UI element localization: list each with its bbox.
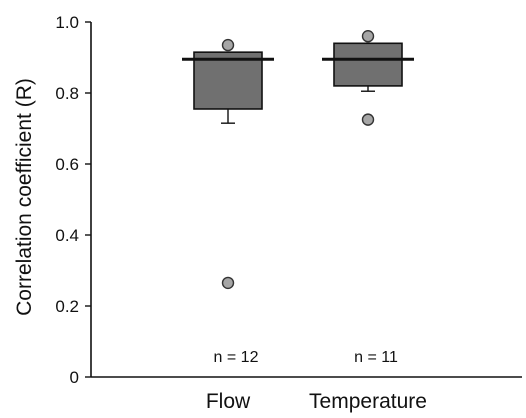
box [193, 51, 263, 110]
y-axis-label: Correlation coefficient (R) [13, 78, 36, 316]
outlier-point [221, 38, 235, 52]
labels: n = 12 Flow n = 11 Temperature [206, 349, 427, 413]
x-category-label: Temperature [309, 390, 427, 413]
y-tick-label: 0.6 [55, 155, 79, 174]
box [333, 42, 403, 87]
y-tick-label: 0.2 [55, 297, 79, 316]
n-label: n = 11 [354, 349, 398, 366]
n-label: n = 12 [214, 349, 259, 366]
outlier-point [221, 276, 235, 290]
y-tick-label: 0.8 [55, 84, 79, 103]
x-category-label: Flow [206, 390, 251, 413]
outlier-point [361, 113, 375, 126]
y-tick-label: 0 [70, 368, 79, 387]
axes: 0 0.2 0.4 0.6 0.8 1.0 [55, 13, 522, 387]
y-tick-label: 0.4 [55, 226, 79, 245]
outlier-point [361, 30, 375, 43]
y-tick-label: 1.0 [55, 13, 79, 32]
boxes [182, 30, 414, 290]
